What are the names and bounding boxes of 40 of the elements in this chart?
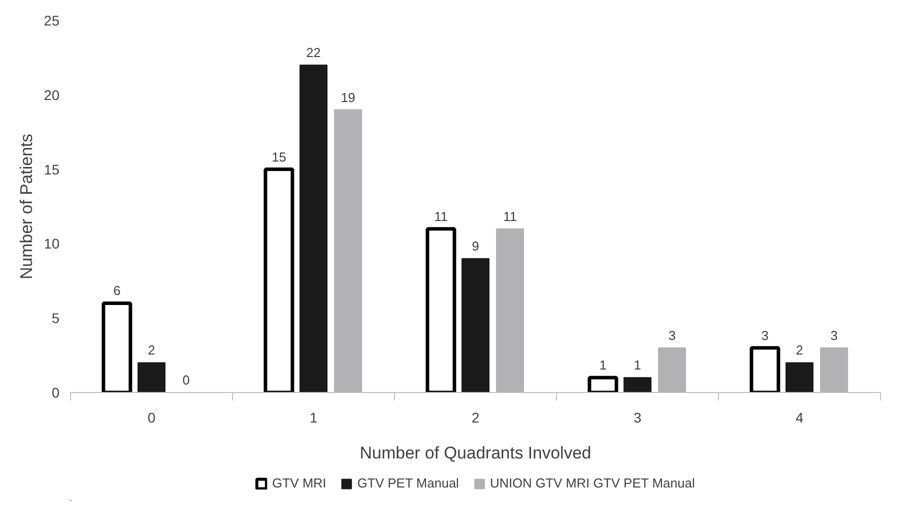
- data-label: 19: [340, 90, 356, 105]
- data-label: 22: [306, 45, 321, 60]
- bar: [462, 258, 490, 392]
- legend-label: GTV MRI: [272, 476, 326, 490]
- data-label: 11: [434, 208, 448, 224]
- data-label: 11: [503, 208, 517, 224]
- legend-label: UNION GTV MRI GTV PET Manual: [490, 476, 695, 490]
- y-tick-label: 20: [44, 86, 60, 103]
- bar: [334, 109, 362, 392]
- bar: [658, 347, 686, 392]
- data-label: 2: [148, 342, 156, 358]
- legend-label: GTV PET Manual: [357, 476, 459, 490]
- y-tick-label: 15: [44, 161, 60, 178]
- y-tick-label: 25: [44, 12, 60, 28]
- data-label: 6: [113, 283, 121, 298]
- data-label: 1: [599, 358, 607, 373]
- bar: [624, 377, 652, 392]
- data-label: 1: [634, 358, 642, 373]
- data-label: 3: [668, 328, 676, 343]
- data-label: 3: [761, 328, 769, 343]
- bar: [820, 347, 848, 392]
- data-label: 0: [182, 372, 190, 388]
- x-tick-label: 0: [148, 410, 156, 426]
- bar: [138, 362, 166, 392]
- y-tick-label: 5: [52, 310, 60, 326]
- data-label: 15: [272, 149, 286, 164]
- data-label: 3: [830, 328, 838, 343]
- bar: [786, 362, 814, 392]
- y-axis-title: Number of Patients: [16, 134, 36, 280]
- bar: [300, 64, 328, 392]
- y-tick-label: 0: [52, 384, 60, 400]
- x-tick-label: 1: [310, 410, 318, 426]
- x-axis-title: Number of Quadrants Involved: [360, 444, 592, 462]
- data-label: 2: [796, 342, 804, 358]
- x-tick-label: 4: [796, 410, 804, 426]
- y-tick-label: 10: [44, 236, 60, 252]
- x-tick-label: 2: [472, 410, 480, 426]
- data-label: 9: [472, 238, 480, 254]
- bar: [496, 228, 524, 392]
- x-tick-label: 3: [634, 410, 642, 426]
